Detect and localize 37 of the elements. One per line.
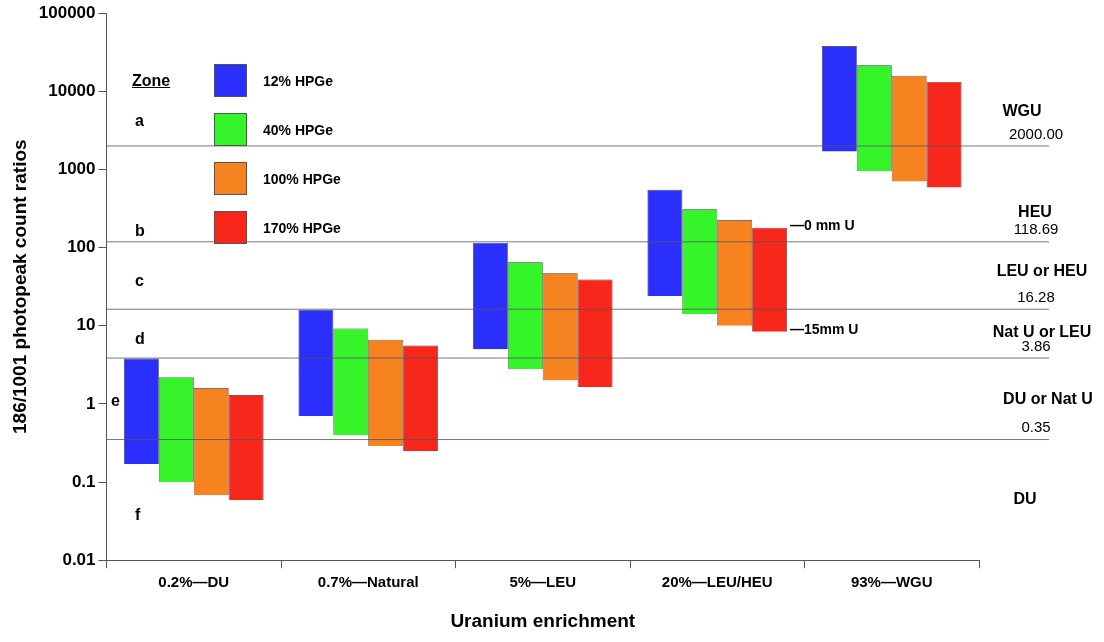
legend-label: 100% HPGe (263, 170, 341, 187)
annotation: —15mm U (790, 320, 859, 337)
annotation: c (135, 272, 144, 290)
y-tick-label: 10 (76, 315, 96, 335)
x-tick-label: 93%—WGU (850, 573, 933, 591)
annotation: —0 mm U (790, 216, 855, 233)
y-tick-label: 10000 (48, 81, 96, 101)
x-tick-label: 0.2%—DU (158, 573, 230, 591)
y-tick-label: 100000 (38, 2, 96, 22)
annotation: LEU or HEU (996, 262, 1088, 280)
y-axis-title: 186/1001 photopeak count ratios (8, 139, 30, 434)
annotation: e (111, 392, 120, 410)
ref-line-label: 2000.00 (1008, 124, 1064, 142)
legend-label: 40% HPGe (263, 121, 334, 138)
annotation: d (135, 330, 145, 348)
y-tick-label: 100 (67, 237, 96, 257)
annotation: DU or Nat U (1003, 390, 1093, 408)
x-tick-label: 5%—LEU (509, 573, 577, 591)
ref-line-label: 16.28 (1017, 287, 1055, 305)
legend-label: 170% HPGe (263, 219, 341, 236)
annotation: DU (1013, 490, 1037, 508)
annotation: a (135, 112, 144, 130)
ref-line-label: 0.35 (1021, 418, 1051, 436)
legend-title: Zone (132, 72, 171, 90)
y-tick-label: 0.01 (62, 549, 96, 569)
x-axis-title: Uranium enrichment (450, 609, 636, 631)
annotation: b (135, 222, 145, 240)
y-tick-label: 0.1 (71, 471, 96, 491)
annotation: f (135, 506, 141, 524)
x-tick-label: 20%—LEU/HEU (661, 573, 773, 591)
y-tick-label: 1000 (57, 159, 96, 179)
annotation: WGU (1002, 102, 1042, 120)
x-tick-label: 0.7%—Natural (317, 573, 419, 591)
legend-label: 12% HPGe (263, 72, 334, 89)
annotation: HEU (1018, 203, 1052, 221)
y-tick-label: 1 (86, 393, 96, 413)
ref-line-label: 118.69 (1013, 220, 1059, 238)
